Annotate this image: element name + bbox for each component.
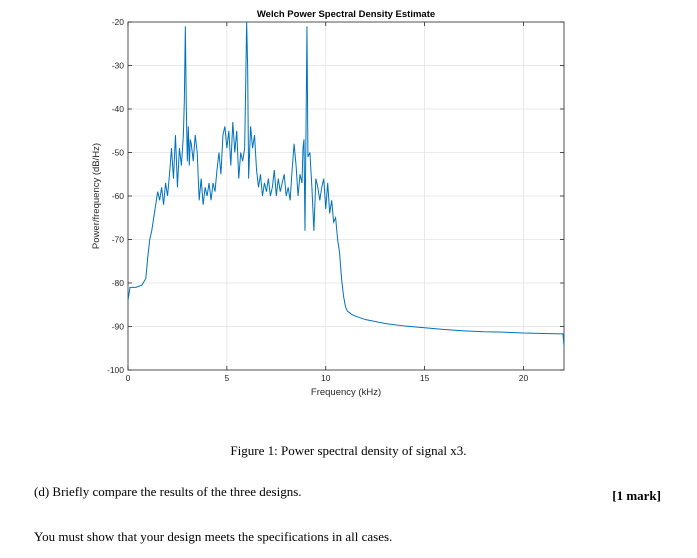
chart-title: Welch Power Spectral Density Estimate: [257, 9, 435, 20]
y-tick-label: -60: [112, 191, 125, 201]
y-tick-label: -90: [112, 322, 125, 332]
y-tick-label: -50: [112, 148, 125, 158]
grid-lines: [128, 22, 564, 370]
x-tick-label: 5: [224, 373, 229, 383]
y-tick-label: -70: [112, 235, 125, 245]
axis-ticks: 0 5 10 15 20 -20 -30 -40 -50 -60 -70 -80 -90 -100: [107, 17, 564, 383]
x-tick-label: 0: [126, 373, 131, 383]
x-tick-label: 15: [420, 373, 430, 383]
y-tick-label: -20: [112, 17, 125, 27]
y-axis-label: Power/frequency (dB/Hz): [91, 143, 102, 249]
y-tick-label: -40: [112, 104, 125, 114]
figure-caption: Figure 1: Power spectral density of sign…: [230, 443, 467, 458]
y-tick-label: -100: [107, 365, 124, 375]
marks-label: [1 mark]: [612, 488, 661, 503]
psd-series-line: [127, 21, 565, 347]
question-d: (d) Briefly compare the results of the t…: [34, 484, 302, 499]
y-tick-label: -80: [112, 278, 125, 288]
y-tick-label: -30: [112, 61, 125, 71]
x-axis-label: Frequency (kHz): [311, 387, 381, 398]
instruction-text: You must show that your design meets the…: [34, 529, 393, 544]
x-tick-label: 20: [519, 373, 529, 383]
psd-figure: 0 5 10 15 20 -20 -30 -40 -50 -60 -70 -80 -90 -100 Wel…: [91, 9, 565, 398]
x-tick-label: 10: [321, 373, 331, 383]
